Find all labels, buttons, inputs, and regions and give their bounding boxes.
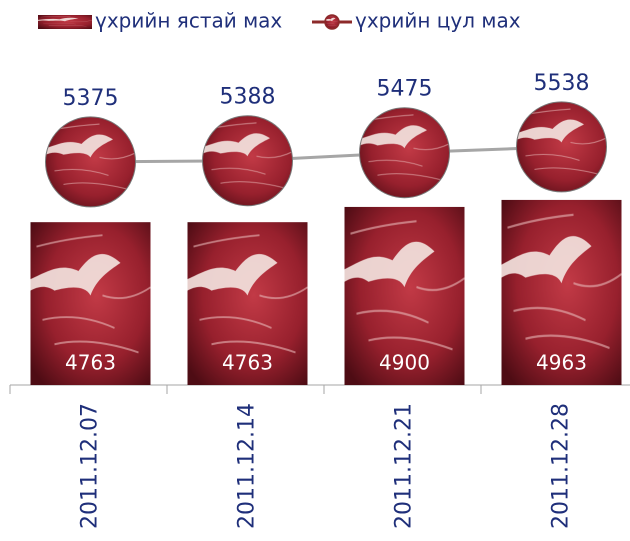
bar xyxy=(187,222,308,385)
bar-value-label: 4900 xyxy=(379,351,430,375)
bar-value-label: 4963 xyxy=(536,351,587,375)
x-tick-label: 2011.12.28 xyxy=(549,403,574,529)
legend-label: үхрийн ястай мах xyxy=(95,9,282,33)
x-tick-label: 2011.12.14 xyxy=(235,403,260,529)
line-value-label: 5388 xyxy=(220,85,276,110)
bar xyxy=(501,199,622,385)
legend-marker xyxy=(324,14,340,30)
line-marker xyxy=(202,115,293,207)
legend-label: үхрийн цул мах xyxy=(355,9,521,33)
x-tick-label: 2011.12.21 xyxy=(392,403,417,529)
bar-value-label: 4763 xyxy=(65,351,116,375)
line-value-label: 5538 xyxy=(534,71,590,96)
bar-value-label: 4763 xyxy=(222,351,273,375)
line-value-label: 5475 xyxy=(377,77,433,102)
line-marker xyxy=(359,107,450,199)
line-marker xyxy=(45,116,136,208)
line-value-label: 5375 xyxy=(63,86,119,111)
x-tick-label: 2011.12.07 xyxy=(78,403,103,529)
line-marker xyxy=(516,101,607,193)
bar xyxy=(344,206,465,385)
legend-swatch xyxy=(38,15,92,29)
line xyxy=(90,145,562,164)
bar xyxy=(30,222,151,385)
